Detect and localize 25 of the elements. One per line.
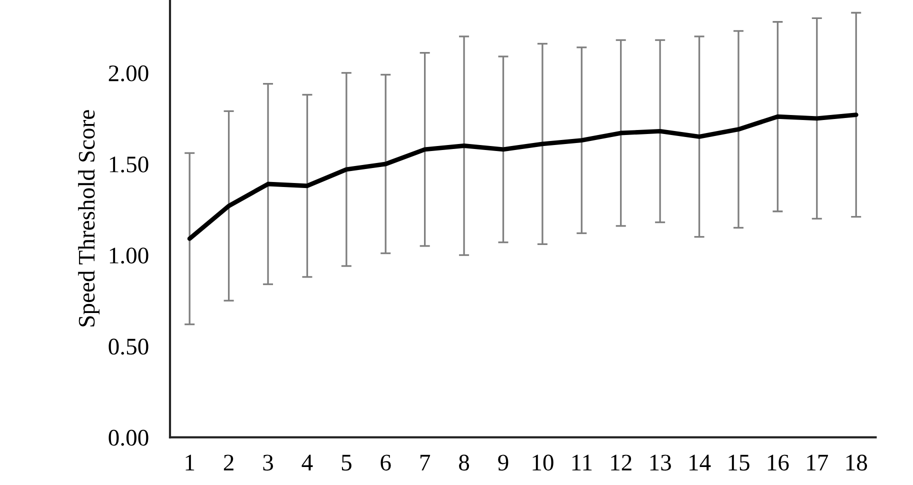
- x-tick-label: 5: [342, 454, 352, 471]
- x-tick-label: 4: [302, 454, 313, 470]
- x-tick-label: 1: [186, 454, 194, 470]
- x-tick-label: 7: [420, 454, 430, 470]
- x-tick-label: 14: [690, 454, 711, 470]
- x-tick-label: 3: [263, 454, 273, 471]
- x-tick-label: 13: [650, 454, 671, 471]
- x-tick-label: 12: [611, 454, 632, 470]
- y-axis-title: Speed Threshold Score: [78, 110, 100, 326]
- y-tick-label: 1.50: [110, 156, 148, 173]
- x-tick-label: 15: [728, 454, 750, 471]
- y-tick-label: 2.00: [108, 65, 148, 82]
- y-tick-label: 1.00: [110, 248, 148, 264]
- x-tick-label: 9: [498, 454, 508, 471]
- x-tick-label: 16: [768, 454, 789, 471]
- line-series: [187, 112, 858, 241]
- x-tick-label: 8: [459, 454, 470, 471]
- x-tick-label: 11: [572, 454, 592, 470]
- y-tick-label: 0.50: [108, 338, 148, 355]
- x-tick-label: 10: [532, 454, 554, 471]
- x-tick-label: 18: [846, 454, 868, 471]
- x-tick-label: 17: [807, 454, 828, 470]
- x-tick-label: 6: [380, 454, 391, 471]
- y-tick-label: 0.00: [108, 430, 148, 446]
- x-tick-label: 2: [224, 454, 234, 470]
